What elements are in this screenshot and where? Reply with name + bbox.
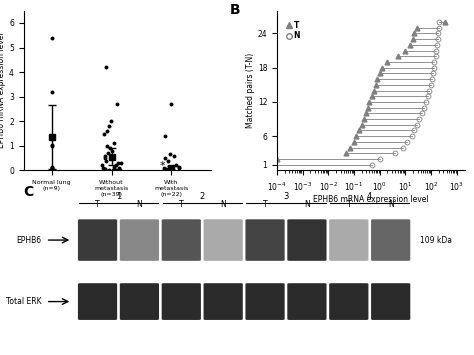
Point	[48, 166, 55, 172]
Point	[108, 148, 116, 154]
Point	[102, 64, 109, 70]
Text: 3: 3	[283, 192, 289, 201]
Point	[103, 128, 111, 134]
Point	[161, 155, 169, 161]
Point	[48, 164, 55, 170]
Text: Total ERK: Total ERK	[6, 297, 41, 306]
Point	[106, 146, 114, 151]
Point	[100, 131, 108, 136]
Point	[48, 168, 55, 173]
Text: 1: 1	[116, 192, 121, 201]
FancyBboxPatch shape	[246, 219, 285, 261]
Point	[107, 119, 114, 124]
Point	[109, 164, 117, 170]
FancyBboxPatch shape	[203, 283, 243, 320]
Legend: T, N: T, N	[284, 18, 303, 43]
Text: 4: 4	[367, 192, 373, 201]
Text: T: T	[263, 200, 267, 209]
Text: 2: 2	[200, 192, 205, 201]
Text: *: *	[159, 161, 165, 171]
FancyBboxPatch shape	[78, 283, 117, 320]
FancyBboxPatch shape	[120, 283, 159, 320]
Point	[112, 163, 119, 168]
Point	[164, 158, 172, 163]
Text: T: T	[179, 200, 183, 209]
Point	[105, 168, 113, 173]
FancyBboxPatch shape	[78, 219, 117, 261]
Text: 109 kDa: 109 kDa	[420, 236, 453, 245]
Point	[167, 101, 175, 107]
Point	[98, 163, 106, 168]
FancyBboxPatch shape	[162, 283, 201, 320]
FancyBboxPatch shape	[371, 283, 410, 320]
Y-axis label: Matched pairs (T-N): Matched pairs (T-N)	[246, 53, 255, 128]
Point	[104, 151, 111, 156]
Point	[160, 168, 168, 173]
Point	[101, 155, 109, 161]
Point	[175, 164, 182, 170]
Point	[173, 163, 180, 168]
FancyBboxPatch shape	[287, 283, 327, 320]
Point	[48, 165, 55, 171]
Point	[117, 168, 124, 173]
Text: T: T	[95, 200, 100, 209]
Point	[161, 165, 168, 171]
Point	[110, 141, 118, 146]
Point	[117, 160, 125, 166]
Point	[48, 143, 55, 149]
Point	[113, 101, 121, 107]
Point	[175, 165, 182, 171]
FancyBboxPatch shape	[329, 219, 368, 261]
Point	[112, 168, 120, 173]
Text: B: B	[230, 3, 241, 17]
Point	[99, 165, 107, 171]
FancyBboxPatch shape	[120, 219, 159, 261]
Point	[48, 142, 55, 147]
Point	[101, 153, 109, 158]
Point	[169, 168, 177, 173]
Point	[109, 168, 117, 173]
Text: N: N	[137, 200, 142, 209]
X-axis label: EPHB6 mRNA expression level: EPHB6 mRNA expression level	[313, 195, 428, 204]
Point	[48, 89, 55, 94]
FancyBboxPatch shape	[329, 283, 368, 320]
Point	[48, 35, 55, 40]
Point	[48, 165, 55, 171]
FancyBboxPatch shape	[162, 219, 201, 261]
FancyBboxPatch shape	[287, 219, 327, 261]
Point	[115, 165, 123, 171]
FancyBboxPatch shape	[371, 219, 410, 261]
Point	[101, 166, 109, 172]
FancyBboxPatch shape	[203, 219, 243, 261]
Text: NSCLC: NSCLC	[130, 231, 153, 237]
Point	[103, 143, 111, 149]
Point	[168, 168, 175, 173]
Text: N: N	[388, 200, 393, 209]
Point	[101, 166, 109, 172]
Point	[162, 133, 169, 139]
Point	[114, 160, 122, 166]
Text: C: C	[24, 185, 34, 199]
Point	[169, 168, 177, 173]
Point	[167, 152, 174, 157]
Text: EPHB6: EPHB6	[16, 236, 41, 245]
Text: N: N	[220, 200, 226, 209]
Point	[162, 166, 170, 172]
Point	[48, 168, 55, 173]
Point	[171, 153, 178, 158]
Text: N: N	[304, 200, 310, 209]
FancyBboxPatch shape	[246, 283, 285, 320]
Text: T: T	[346, 200, 351, 209]
Point	[102, 158, 109, 163]
Y-axis label: EPHB6 mRNA expression level: EPHB6 mRNA expression level	[0, 33, 6, 148]
Point	[105, 123, 113, 129]
